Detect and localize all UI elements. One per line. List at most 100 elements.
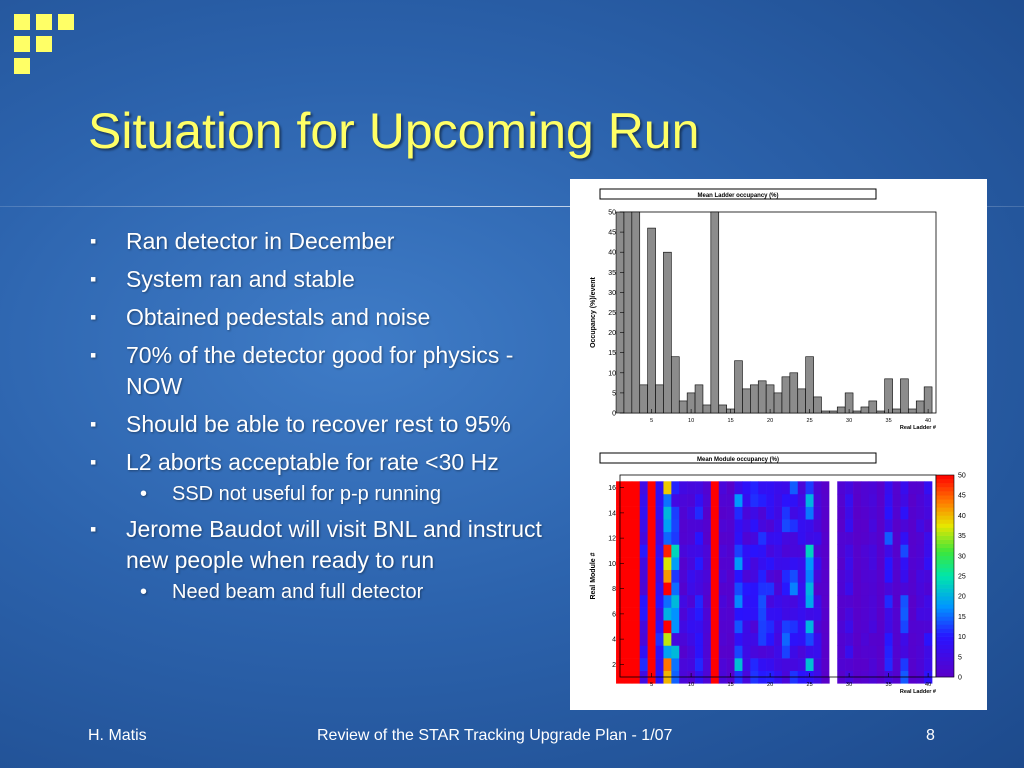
heatmap-cell (813, 620, 822, 634)
heatmap-cell (663, 544, 672, 558)
colorbar-segment (936, 483, 954, 488)
heatmap-cell (631, 645, 641, 659)
heatmap-cell (687, 506, 696, 520)
heatmap-cell (813, 569, 822, 583)
heatmap-cell (766, 658, 775, 671)
x-tick-label: 40 (925, 418, 931, 424)
heatmap-cell (860, 557, 870, 570)
heatmap-cell (695, 493, 704, 507)
heatmap-cell (908, 493, 917, 507)
heatmap-cell (853, 632, 862, 646)
bar-ladder-28 (829, 410, 838, 414)
heatmap-cell (916, 531, 925, 545)
colorbar-tick-label: 15 (958, 614, 966, 621)
heatmap-cell (916, 632, 925, 646)
heatmap-cell (734, 658, 743, 671)
x-tick-label: 20 (767, 418, 773, 424)
figure-panel: Mean Ladder occupancy (%) 0 5 10 15 20 25 30 35 4… (570, 179, 987, 710)
bar-ladder-9 (678, 400, 688, 414)
heatmap-cell (892, 645, 901, 659)
heatmap-cell (655, 493, 664, 507)
heatmap-cell (710, 569, 720, 583)
heatmap-cell (623, 531, 633, 545)
heatmap-cell (774, 493, 783, 507)
heatmap-cell (639, 481, 648, 495)
heatmap-cell (845, 531, 854, 545)
heatmap-cell (916, 544, 925, 558)
heatmap-cell (781, 607, 791, 621)
heatmap-cell (758, 645, 767, 659)
heatmap-cell (639, 531, 648, 545)
heatmap-cell (868, 658, 878, 671)
heatmap-cell (702, 506, 712, 520)
colorbar-segment (936, 491, 954, 496)
heatmap-cell (758, 569, 767, 583)
heatmap-cell (837, 519, 846, 533)
colorbar-segment (936, 547, 954, 553)
heatmap-cell (781, 569, 791, 583)
heatmap-cell (647, 481, 656, 495)
heatmap-cell (695, 506, 704, 520)
heatmap-cell (860, 493, 870, 507)
heatmap-cell (876, 519, 885, 533)
heatmap-cell (908, 506, 917, 520)
heatmap-cell (892, 506, 901, 520)
heatmap-cell (837, 569, 846, 583)
heatmap-cell (916, 645, 925, 659)
heatmap-cell (924, 620, 933, 634)
heatmap-cell (837, 493, 846, 507)
heatmap-cell (821, 557, 830, 570)
heatmap-cell (679, 506, 688, 520)
heatmap-cell (655, 519, 664, 533)
heatmap-cell (655, 582, 664, 596)
heatmap-cell (900, 519, 909, 533)
heatmap-cell (639, 519, 648, 533)
heatmap-cell (845, 519, 854, 533)
heatmap-cell (679, 557, 688, 570)
heatmap-cell (774, 569, 783, 583)
heatmap-cell (924, 481, 933, 495)
heatmap-cell (758, 632, 767, 646)
heatmap-cell (734, 481, 743, 495)
heatmap-cell (837, 557, 846, 570)
heatmap-cell (821, 481, 830, 495)
heatmap-cell (623, 620, 633, 634)
heatmap-cell (631, 620, 641, 634)
heatmap-cell (647, 582, 656, 596)
heatmap-cell (868, 544, 878, 558)
heatmap-cell (805, 544, 814, 558)
y-tick-label: 10 (608, 370, 616, 377)
heatmap-cell (734, 620, 743, 634)
heatmap-cell (750, 645, 759, 659)
colorbar-segment (936, 584, 954, 589)
heatmap-cell (750, 620, 759, 634)
heatmap-cell (671, 544, 680, 558)
heatmap-y-tick-label: 12 (608, 536, 616, 543)
heatmap-cell (671, 557, 680, 570)
heatmap-cell (679, 632, 688, 646)
colorbar-segment (936, 668, 954, 674)
heatmap-cell (853, 506, 862, 520)
heatmap-cell (900, 481, 909, 495)
heatmap-cell (868, 607, 878, 621)
colorbar-segment (936, 543, 954, 549)
colorbar-segment (936, 616, 954, 621)
heatmap-cell (845, 594, 854, 608)
heatmap-cell (695, 582, 704, 596)
heatmap-cell (687, 531, 696, 545)
heatmap-cell (766, 481, 775, 495)
heatmap-cell (679, 531, 688, 545)
heatmap-x-tick-label: 5 (650, 682, 653, 688)
heatmap-cell (663, 531, 672, 545)
heatmap-cell (742, 519, 751, 533)
heatmap-cell (655, 632, 664, 646)
bar-ladder-38 (908, 408, 917, 414)
heatmap-cell (789, 582, 799, 596)
heatmap-cell (853, 594, 862, 608)
heatmap-cell (924, 607, 933, 621)
heatmap-cell (631, 594, 641, 608)
heatmap-empty-column (829, 475, 838, 677)
heatmap-cell (647, 506, 656, 520)
heatmap-y-tick-label: 14 (608, 510, 616, 517)
bar-ladder-26 (813, 396, 822, 414)
